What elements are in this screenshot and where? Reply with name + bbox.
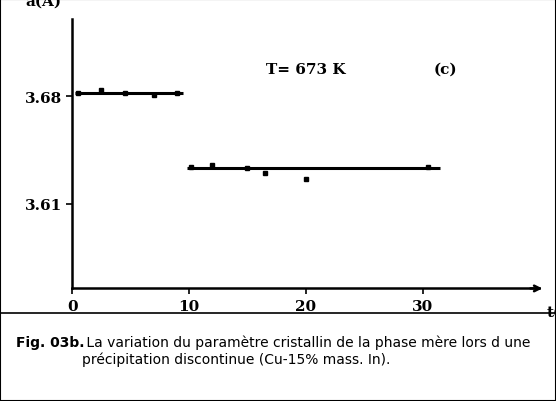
Text: La variation du paramètre cristallin de la phase mère lors d une précipitation d: La variation du paramètre cristallin de … [82,335,530,366]
Text: T= 673 K: T= 673 K [266,63,346,77]
Text: Fig. 03b.: Fig. 03b. [17,335,85,349]
Text: t(h): t(h) [547,305,556,319]
Text: a(Å): a(Å) [26,0,62,9]
Text: (c): (c) [434,63,458,77]
